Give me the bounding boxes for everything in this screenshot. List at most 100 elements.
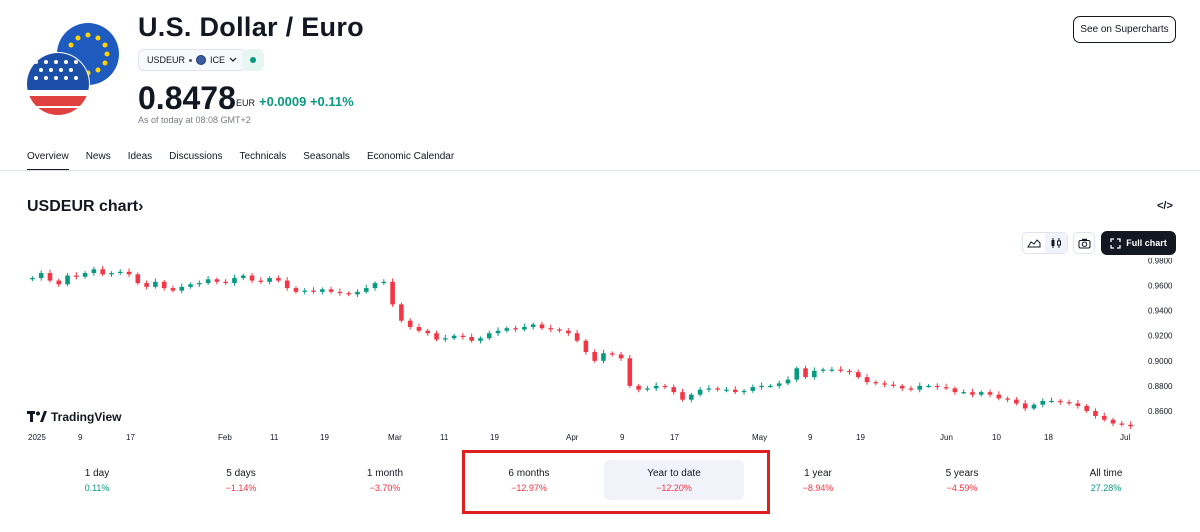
period-label: All time [1089,468,1123,479]
period-6-months[interactable]: 6 months −12.97% [459,460,599,500]
candle-body [399,304,404,321]
embed-code-icon[interactable]: </> [1157,200,1173,212]
candle-body [653,385,659,389]
tab-seasonals[interactable]: Seasonals [303,151,350,162]
y-axis-tick-label: 0.9800 [1148,258,1173,266]
market-open-dot-icon [250,57,256,63]
candle-body [293,288,299,292]
separator-dot-icon [189,58,193,62]
candle-body [197,283,202,285]
candle-body [170,288,176,291]
period-label: 6 months [508,468,550,479]
tab-ideas[interactable]: Ideas [127,151,153,162]
camera-icon [1078,238,1090,248]
ticker-chip[interactable]: USDEUR ICE [138,49,247,71]
candle-body [776,383,782,386]
chart-title-link[interactable]: USDEUR chart› [27,198,143,216]
page-title: U.S. Dollar / Euro [138,12,364,42]
snapshot-button[interactable] [1073,232,1095,254]
candle-body [609,353,615,355]
full-chart-button[interactable]: Full chart [1101,231,1176,255]
period-all-time[interactable]: All time 27.28% [1036,460,1176,500]
candle-body [1014,399,1019,404]
candle-body [583,340,589,353]
tradingview-logo: TradingView [27,410,121,424]
x-axis-tick-label: 2025 [28,433,46,442]
candle-body [478,338,483,341]
candle-body [1084,405,1089,411]
candle-body [671,387,677,393]
period-value: 27.28% [1090,483,1122,493]
candle-body [662,385,668,388]
period-value: −4.59% [946,483,978,493]
candle-body [1022,403,1028,409]
candle-body [38,273,44,279]
period-year-to-date[interactable]: Year to date −12.20% [604,460,744,500]
candle-body [91,269,97,274]
candle-body [566,330,571,334]
see-on-supercharts-button[interactable]: See on Supercharts [1073,16,1176,43]
period-5-years[interactable]: 5 years −4.59% [892,460,1032,500]
candle-body [926,385,931,388]
market-status-badge[interactable] [242,49,264,71]
tab-overview[interactable]: Overview [27,151,69,171]
candle-body [812,370,817,378]
candle-body [978,392,984,395]
x-axis-tick-label: Jun [940,433,953,442]
candle-body [899,385,905,389]
candle-body [970,392,975,395]
candle-body [829,369,835,371]
tab-bar: Overview News Ideas Discussions Technica… [27,151,471,171]
candle-body [460,335,466,337]
candle-body [548,328,554,330]
candle-body [267,278,272,282]
period-1-year[interactable]: 1 year −8.94% [748,460,888,500]
candle-body [65,275,70,285]
candle-body [1119,423,1125,425]
candle-body [1049,400,1054,403]
x-axis-tick-label: 19 [320,433,329,442]
candle-body [882,383,887,385]
candle-body [785,379,791,384]
candle-body [1075,403,1081,406]
candle-body [838,369,843,371]
candle-body [557,329,562,331]
tab-news[interactable]: News [85,151,111,162]
candle-body [504,328,510,331]
candle-body [1066,402,1072,404]
candle-body [153,281,158,287]
candle-body [144,283,149,287]
candle-body [117,271,123,274]
candle-body [601,353,606,361]
candle-body [381,281,387,284]
candle-body [434,333,439,340]
period-1-month[interactable]: 1 month −3.70% [315,460,455,500]
tab-technicals[interactable]: Technicals [239,151,287,162]
period-value: −1.14% [225,483,257,493]
period-5-days[interactable]: 5 days −1.14% [171,460,311,500]
x-axis-tick-label: 19 [490,433,499,442]
period-1-day[interactable]: 1 day 0.11% [27,460,167,500]
x-axis-tick-label: 17 [126,433,135,442]
candle-body [179,286,185,291]
tab-discussions[interactable]: Discussions [169,151,223,162]
candle-body [768,385,773,388]
candle-body [952,388,958,393]
candle-body [750,387,756,391]
x-axis-tick-label: May [752,433,767,442]
candle-body [30,278,35,280]
area-chart-button[interactable] [1023,233,1045,253]
x-axis-tick-label: 17 [670,433,679,442]
chevron-right-icon: › [138,198,144,215]
period-value: −12.20% [656,483,692,493]
candles-chart-button[interactable] [1045,233,1067,253]
candle-body [82,273,88,277]
period-label: Year to date [647,468,701,479]
x-axis-tick-label: 10 [992,433,1001,442]
price-chart[interactable]: 0.9800 0.9600 0.9400 0.9200 0.9000 0.8800 0.86… [0,258,1200,448]
candle-body [74,275,79,277]
candle-body [1058,400,1063,403]
tab-economic-calendar[interactable]: Economic Calendar [366,151,455,162]
period-label: 1 year [804,468,832,479]
candle-body [645,388,650,390]
